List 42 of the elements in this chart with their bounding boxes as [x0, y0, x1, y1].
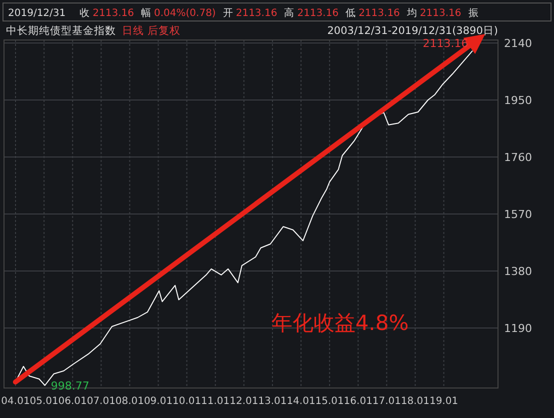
- chart-subtitle: 日线 后复权: [122, 24, 180, 37]
- y-tick-label: 1950: [504, 94, 532, 107]
- text: 收: [80, 8, 90, 19]
- text: 2113.16: [236, 8, 278, 19]
- y-tick-label: 2140: [504, 37, 532, 50]
- text: 幅: [141, 7, 151, 19]
- x-tick-label: 19.01: [429, 396, 458, 407]
- x-tick-label: 07.01: [86, 396, 116, 407]
- y-tick-label: 1380: [504, 265, 532, 278]
- text: 2003/12/31-2019/12/31(3890日): [327, 25, 498, 37]
- text: 2113.16: [92, 8, 134, 19]
- text: 开: [222, 8, 233, 19]
- text: 低: [346, 8, 356, 19]
- annotation: 998.77: [50, 379, 90, 392]
- x-tick-label: 16.01: [344, 396, 372, 407]
- chart-title: 中长期纯债型基金指数: [6, 24, 116, 37]
- x-tick-label: 17.01: [372, 396, 401, 407]
- annotation: 2113.16: [422, 37, 468, 50]
- text: 2019/12/31: [8, 8, 66, 19]
- x-tick-label: 12.01: [230, 396, 258, 407]
- x-tick-label: 04.01: [1, 396, 30, 407]
- x-tick-label: 06.01: [58, 396, 87, 407]
- x-tick-label: 11.01: [201, 396, 230, 407]
- text: 2113.16: [297, 8, 339, 19]
- x-tick-label: 18.01: [400, 396, 430, 407]
- x-tick-label: 09.01: [144, 396, 173, 407]
- x-tick-label: 10.01: [172, 396, 202, 407]
- text: 高: [284, 7, 294, 19]
- text: 2113.16: [358, 8, 400, 19]
- text: 2113.16: [420, 8, 462, 19]
- text: 均: [406, 7, 417, 19]
- x-tick-label: 13.01: [258, 396, 287, 407]
- x-tick-label: 05.01: [30, 396, 58, 407]
- annotation: 年化收益4.8%: [271, 311, 409, 335]
- y-tick-label: 1760: [504, 151, 532, 164]
- x-tick-label: 14.01: [286, 396, 316, 407]
- text: 0.04%(0.78): [154, 8, 216, 19]
- y-tick-label: 1570: [504, 208, 532, 221]
- y-tick-label: 1190: [504, 322, 532, 335]
- x-tick-label: 08.01: [115, 396, 144, 407]
- text: 振: [468, 7, 478, 19]
- x-tick-label: 15.01: [315, 396, 344, 407]
